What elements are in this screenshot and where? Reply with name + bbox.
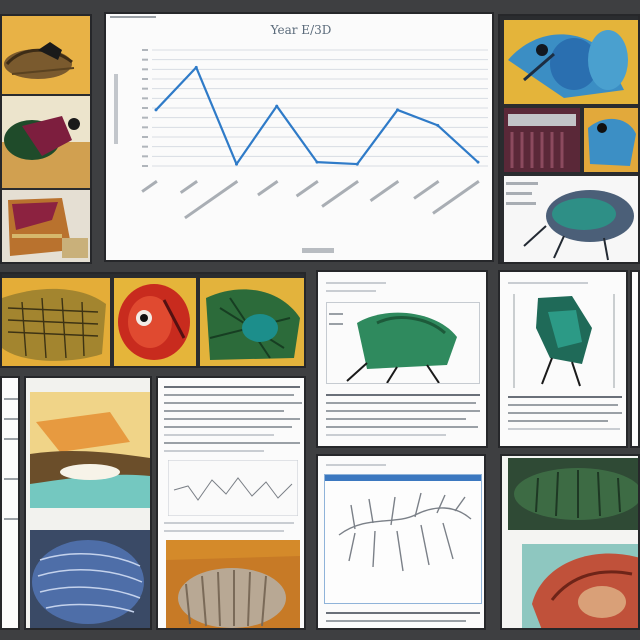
insect-illustration-icon <box>206 289 300 360</box>
y-tick-mark <box>142 68 148 71</box>
x-tick-label <box>321 180 359 208</box>
insect-illustration-icon <box>514 468 638 520</box>
vein-network-document <box>316 454 486 630</box>
y-tick-mark <box>142 107 148 109</box>
insect-illustration-icon <box>2 288 106 361</box>
data-point <box>154 108 158 112</box>
insect-illustration-icon <box>32 540 144 624</box>
insect-illustration-icon <box>329 312 457 383</box>
x-tick-label <box>413 180 440 200</box>
insect-illustration-icon <box>504 108 580 172</box>
y-tick-mark <box>142 49 148 51</box>
x-tick-label <box>184 180 239 220</box>
insect-illustration-icon <box>506 182 634 261</box>
green-caterpillar-thumbnail <box>508 458 638 530</box>
insect-illustration-icon <box>2 190 90 262</box>
middle-left-strip <box>0 272 306 368</box>
data-point <box>235 162 238 166</box>
line-chart-card: Year E/3D <box>104 12 494 262</box>
fossil-thumbnail <box>30 392 150 508</box>
insect-illustration-icon <box>4 42 75 79</box>
data-point <box>315 160 319 164</box>
y-tick-mark <box>142 126 148 129</box>
y-tick-mark <box>142 78 148 80</box>
green-leaf-thumbnail <box>200 278 304 366</box>
y-tick-mark <box>142 58 148 61</box>
top-right-collage <box>498 14 640 264</box>
insect-illustration-icon <box>532 553 638 628</box>
left-text-column <box>0 376 20 630</box>
insect-thumbnail-3 <box>2 190 90 262</box>
insect-illustration-icon <box>30 392 150 508</box>
x-tick-label <box>432 180 480 215</box>
x-tick-label <box>295 180 319 198</box>
data-point <box>396 108 399 112</box>
figure-panel <box>324 474 482 604</box>
x-tick-label <box>141 180 158 193</box>
fossil-specimen-column <box>24 376 152 630</box>
vein-network-icon <box>325 475 481 572</box>
series-line <box>155 66 479 166</box>
insect-illustration-icon <box>588 118 636 166</box>
text-and-graph-document <box>156 376 306 630</box>
green-insect-document <box>316 270 488 448</box>
line-chart: Year E/3D <box>114 23 488 253</box>
y-tick-mark <box>142 97 148 100</box>
x-tick-label <box>369 180 400 202</box>
insect-illustration-icon <box>508 30 628 98</box>
chart-title: Year E/3D <box>270 23 332 37</box>
insect-thumbnail-2 <box>2 96 90 188</box>
document-figure-frame <box>326 302 480 384</box>
bottom-right-collage <box>500 454 640 630</box>
y-tick-mark <box>142 87 148 90</box>
red-mask-thumbnail <box>114 278 196 366</box>
teal-insect-document <box>498 270 628 448</box>
x-tick-label <box>257 180 279 197</box>
y-tick-mark <box>142 155 148 158</box>
blue-insect-thumbnail-2 <box>584 108 638 172</box>
x-axis-caption-scribble <box>302 248 334 253</box>
insect-illustration-icon <box>2 96 90 188</box>
striped-specimen-thumbnail <box>504 108 580 172</box>
blue-insect-thumbnail <box>504 20 638 104</box>
header-rule <box>110 16 156 18</box>
edge-document-strip <box>630 270 640 448</box>
y-tick-mark <box>142 145 148 148</box>
y-tick-mark <box>142 136 148 138</box>
y-tick-mark <box>142 116 148 119</box>
y-axis-caption-scribble <box>114 74 118 144</box>
insect-illustration-icon <box>118 284 190 360</box>
beetle-document-thumbnail <box>504 176 638 262</box>
insect-illustration-icon <box>513 294 615 388</box>
x-tick-label <box>179 180 198 194</box>
data-point <box>194 65 198 69</box>
line-chart-icon <box>168 460 298 516</box>
blue-scale-thumbnail <box>30 530 150 628</box>
anatomy-thumbnail <box>522 544 638 628</box>
data-point <box>275 104 279 108</box>
shell-thumbnail <box>166 540 300 628</box>
insect-illustration-icon <box>166 556 300 628</box>
data-point <box>436 123 440 127</box>
data-point <box>355 162 359 166</box>
insect-thumbnail-1 <box>2 16 90 94</box>
reptile-scales-thumbnail <box>2 278 110 366</box>
y-tick-mark <box>142 165 148 167</box>
data-point <box>476 160 480 164</box>
top-left-collage <box>0 14 92 264</box>
